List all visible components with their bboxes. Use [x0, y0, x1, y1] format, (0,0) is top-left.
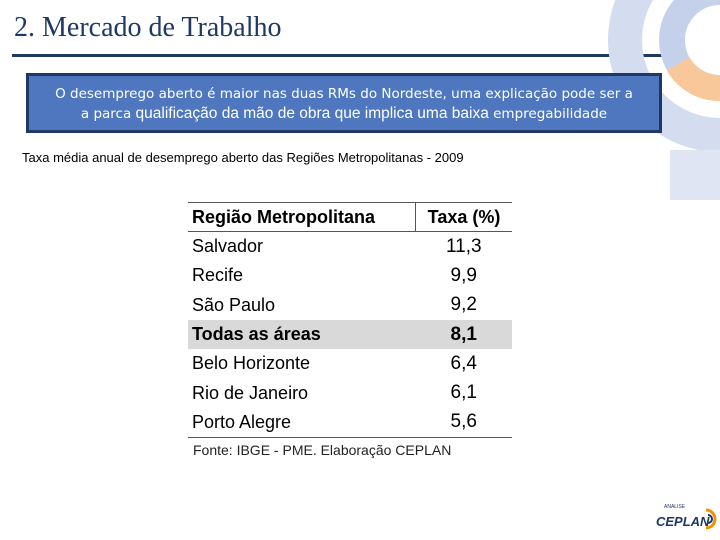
- table-row: Rio de Janeiro 6,1: [188, 378, 512, 407]
- rate-cell: 6,1: [450, 382, 477, 404]
- title-underline: [12, 54, 666, 57]
- rate-cell: 11,3: [445, 235, 482, 257]
- callout-line-2: a parca qualificação da mão de obra que …: [29, 104, 659, 124]
- unemployment-rate-table: Região Metropolitana Taxa (%) Salvador 1…: [188, 202, 512, 439]
- table-row: Porto Alegre 5,6: [188, 407, 512, 439]
- table-row: Salvador 11,3: [188, 232, 512, 262]
- rate-cell: 9,9: [450, 264, 477, 286]
- callout-line-1: O desemprego aberto é maior nas duas RMs…: [55, 86, 633, 102]
- region-cell: Recife: [192, 265, 244, 286]
- table-source-note: Fonte: IBGE - PME. Elaboração CEPLAN: [193, 442, 452, 458]
- table-row-highlighted: Todas as áreas 8,1: [188, 319, 512, 350]
- table-caption: Taxa média anual de desemprego aberto da…: [22, 150, 464, 165]
- ceplan-logo: ANALISE CEPLAN: [654, 502, 718, 536]
- region-cell: Rio de Janeiro: [192, 382, 309, 403]
- table-header-row: Região Metropolitana Taxa (%): [188, 202, 512, 232]
- callout-box: O desemprego aberto é maior nas duas RMs…: [26, 73, 662, 133]
- region-cell: Todas as áreas: [188, 319, 416, 350]
- region-cell: Porto Alegre: [188, 407, 416, 439]
- logo-wordmark: CEPLAN: [656, 514, 710, 529]
- region-cell: Belo Horizonte: [192, 353, 311, 374]
- callout-line-2-emphasis: qualificação da mão de obra que implica …: [135, 105, 489, 122]
- callout-line-2-suffix: empregabilidade: [488, 106, 608, 122]
- region-cell: São Paulo: [192, 294, 276, 315]
- logo-tagline: ANALISE: [664, 504, 686, 510]
- rate-cell: 5,6: [415, 407, 512, 439]
- logo-swirl-icon: [705, 508, 717, 530]
- slide-title: 2. Mercado de Trabalho: [14, 12, 282, 43]
- table-row: São Paulo 9,2: [188, 291, 512, 320]
- table-row: Recife 9,9: [188, 261, 512, 290]
- callout-line-2-prefix: a parca: [80, 106, 136, 122]
- rate-cell: 6,4: [450, 352, 477, 374]
- table-row: Belo Horizonte 6,4: [188, 349, 512, 378]
- column-header-region: Região Metropolitana: [188, 202, 416, 232]
- region-cell: Salvador: [192, 236, 264, 257]
- rate-cell: 8,1: [415, 319, 512, 350]
- decorative-circles-graphic: [608, 0, 720, 200]
- rate-cell: 9,2: [450, 294, 477, 316]
- column-header-rate: Taxa (%): [415, 202, 512, 232]
